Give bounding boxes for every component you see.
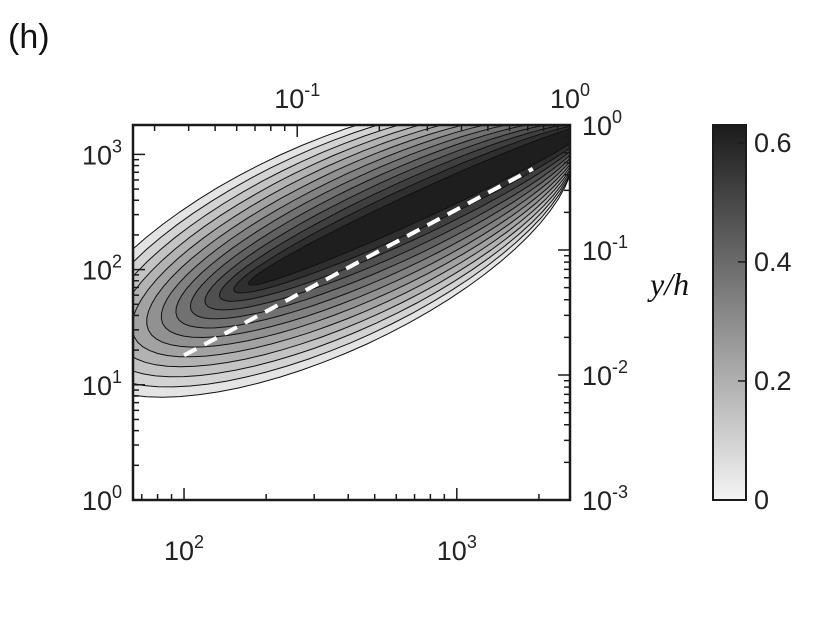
colorbar-tick-label: 0.2	[754, 366, 792, 396]
panel-label: (h)	[8, 18, 50, 56]
x-bottom-tick-label: 103	[437, 532, 477, 566]
colorbar-tick-label: 0.6	[754, 128, 792, 158]
colorbar-gradient	[712, 124, 747, 501]
colorbar-tick-label: 0	[754, 485, 769, 515]
plot-area	[131, 123, 572, 502]
y-right-tick-label: 10-1	[582, 232, 628, 266]
x-bottom-tick-label: 102	[164, 532, 204, 566]
contour-level	[247, 128, 570, 286]
y-left-tick-label: 101	[82, 367, 122, 401]
y-right-tick-label: 10-2	[582, 357, 628, 391]
contour-fills	[133, 125, 570, 398]
x-top-tick-label: 100	[550, 80, 590, 114]
y-left-tick-label: 103	[82, 136, 122, 170]
y-left-tick-label: 100	[82, 482, 122, 516]
y-right-tick-label: 100	[582, 107, 622, 141]
y-left-tick-label: 102	[82, 252, 122, 286]
colorbar: 0 0.2 0.4 0.6	[712, 124, 792, 515]
right-axis-label: y/h	[647, 266, 689, 302]
dashed-fit-line	[183, 167, 534, 358]
colorbar-ticks: 0 0.2 0.4 0.6	[738, 128, 792, 515]
y-right-tick-label: 10-3	[582, 482, 628, 516]
plot-frame	[131, 123, 572, 502]
colorbar-tick-label: 0.4	[754, 247, 792, 277]
x-top-tick-label: 10-1	[274, 80, 320, 114]
